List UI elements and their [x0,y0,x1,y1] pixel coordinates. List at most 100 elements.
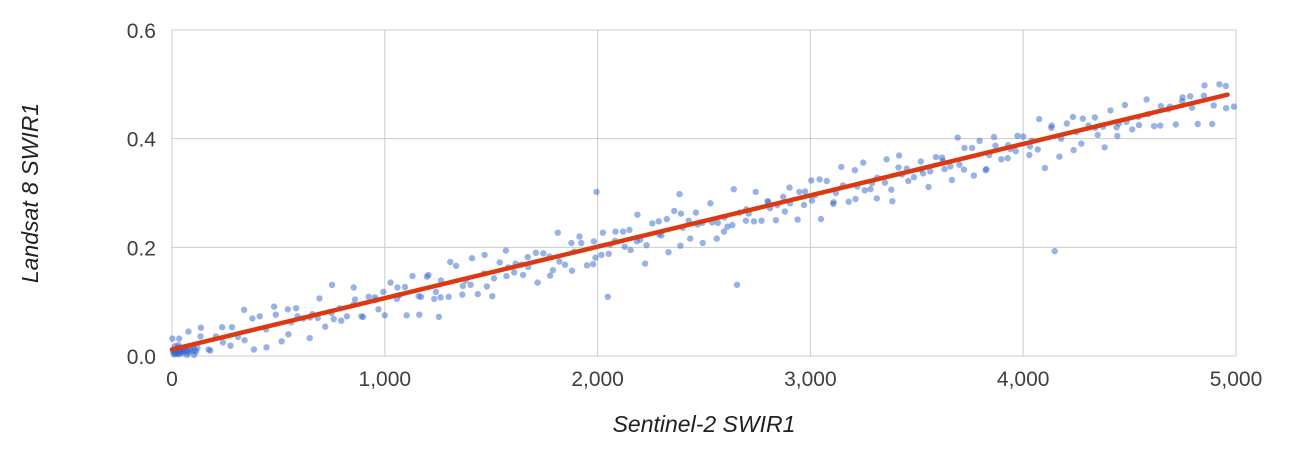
scatter-point [627,246,634,254]
scatter-point [917,158,924,165]
scatter-point [1179,94,1186,101]
scatter-point [626,226,633,234]
scatter-point [474,290,481,298]
scatter-point [205,346,212,353]
scatter-point [687,235,694,242]
y-tick-label: 0.0 [127,346,156,369]
scatter-point [423,273,431,280]
scatter-point [568,267,576,274]
scatter-point [1157,122,1164,129]
scatter-point [546,272,554,279]
scatter-point [714,219,721,227]
scatter-point [851,167,859,174]
scatter-point [619,228,627,235]
x-tick-label: 3,000 [784,368,837,391]
scatter-point [343,313,351,320]
scatter-point [568,239,575,247]
scatter-point [556,258,563,265]
scatter-point [270,303,278,310]
scatter-point [250,346,258,353]
scatter-point [328,281,336,288]
scatter-point [621,243,628,250]
scatter-point [431,295,438,303]
scatter-point [634,211,641,218]
scatter-point [1150,123,1158,130]
scatter-point [219,339,227,346]
scatter-point [800,201,808,209]
scatter-point [197,324,205,331]
scatter-point [511,269,518,276]
scatter-point [663,215,670,223]
scatter-point [1079,115,1087,122]
scatter-point [1194,120,1201,128]
scatter-point [932,153,940,161]
scatter-point [960,166,968,173]
scatter-point [387,279,394,286]
scatter-point [927,168,934,175]
scatter-point [1078,140,1085,147]
scatter-point [583,262,591,269]
x-tick-label: 4,000 [997,368,1050,391]
scatter-point [437,294,444,301]
scatter-point [576,233,583,240]
scatter-point [445,293,452,300]
scatter-point [452,262,460,269]
scatter-point [905,177,912,185]
scatter-point [860,159,867,166]
scatter-point [808,197,816,204]
scatter-point [330,315,337,323]
scatter-point [852,195,859,203]
scatter-point [861,187,868,194]
scatter-point [272,311,279,318]
scatter-point [1070,146,1077,154]
scatter-point [598,251,605,259]
scatter-point [895,152,903,159]
scatter-point [338,317,345,324]
scatter-point [961,144,968,152]
scatter-point [692,209,700,216]
scatter-point [948,176,956,184]
scatter-point [1187,93,1194,100]
scatter-point [227,342,234,349]
scatter-point [1069,113,1077,121]
scatter-point [176,335,183,342]
scatter-point [758,217,765,224]
scatter-point [394,284,401,291]
scatter-point [409,272,416,280]
scatter-point [895,164,902,171]
scatter-point [592,254,599,261]
scatter-point [284,306,291,313]
scatter-point [845,198,852,205]
scatter-point [358,313,365,320]
scatter-point [641,260,649,267]
scatter-point [947,163,954,170]
x-tick-label: 1,000 [359,368,412,391]
scatter-point [1107,107,1114,114]
scatter-point [1121,101,1129,109]
scatter-point [750,218,758,225]
scatter-point [780,193,787,200]
scatter-point [417,293,425,300]
scatter-point [1048,122,1055,129]
scatter-point [605,250,612,258]
scatter-point [707,200,714,207]
scatter-point [954,134,961,141]
scatter-point [883,156,890,163]
scatter-point [481,251,488,259]
scatter-point [249,315,256,322]
scatter-point [519,271,527,279]
scatter-point [467,281,474,288]
scatter-point [873,195,880,202]
scatter-point [1101,144,1108,151]
x-tick-label: 0 [166,368,178,391]
scatter-point [998,156,1005,163]
scatter-point [970,172,977,179]
scatter-point [889,198,896,205]
scatter-point [992,142,999,149]
scatter-point [816,176,823,183]
x-tick-label: 5,000 [1210,368,1263,391]
y-tick-label: 0.6 [127,20,156,43]
scatter-point [1012,148,1019,155]
